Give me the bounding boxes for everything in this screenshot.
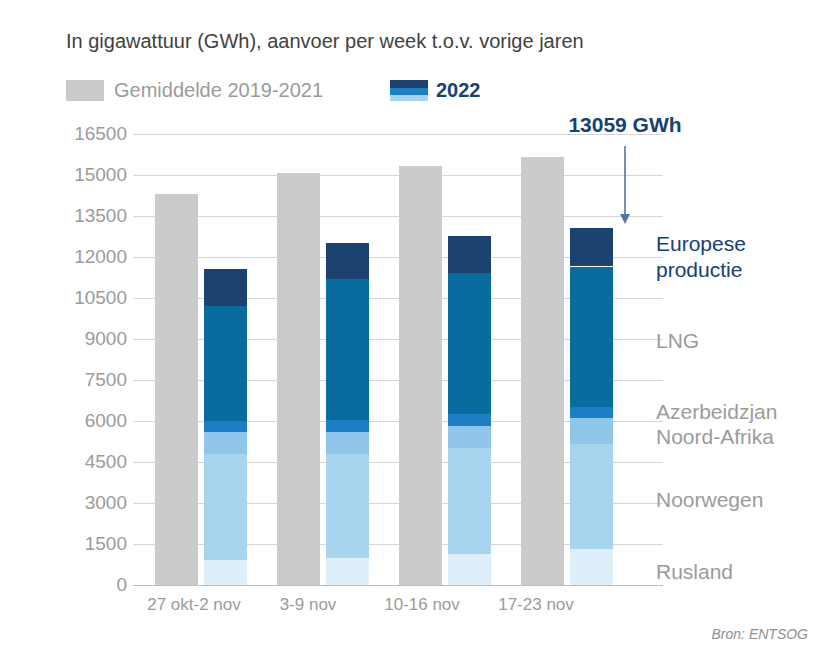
bar-2022-noord_afrika-0 — [204, 432, 247, 454]
bar-2022-europese_productie-2 — [448, 236, 491, 273]
source-credit: Bron: ENTSOG — [560, 626, 808, 642]
y-axis-tick-label: 7500 — [27, 368, 127, 392]
bar-2022-rusland-2 — [448, 554, 491, 585]
annotation-value-label: 13059 GWh — [525, 113, 725, 137]
segment-label-noorwegen: Noorwegen — [656, 487, 763, 513]
y-axis-tick-label: 0 — [27, 573, 127, 597]
y-axis-tick-label: 1500 — [27, 532, 127, 556]
bar-2022-lng-1 — [326, 279, 369, 421]
annotation-arrow-icon — [616, 146, 634, 226]
gridline-15000 — [133, 175, 663, 176]
bar-2022-lng-0 — [204, 306, 247, 421]
y-axis-tick-label: 6000 — [27, 409, 127, 433]
y-axis-tick-label: 15000 — [27, 163, 127, 187]
bar-average-1 — [277, 173, 320, 585]
bar-2022-rusland-3 — [570, 549, 613, 585]
gridline-13500 — [133, 216, 663, 217]
segment-label-noord_afrika: Noord-Afrika — [656, 424, 774, 450]
segment-label-rusland: Rusland — [656, 559, 733, 585]
bar-2022-noord_afrika-1 — [326, 432, 369, 454]
bar-2022-noord_afrika-2 — [448, 426, 491, 448]
chart-plot-area: 0 1500 3000 4500 6000 7500 9000 10500 12000 13500… — [0, 0, 830, 659]
bar-2022-lng-3 — [570, 267, 613, 407]
bar-2022-noorwegen-1 — [326, 454, 369, 559]
y-axis-tick-label: 9000 — [27, 327, 127, 351]
y-axis-tick-label: 12000 — [27, 245, 127, 269]
gridline-0 — [133, 585, 663, 586]
y-axis-tick-label: 10500 — [27, 286, 127, 310]
x-axis-tick-label: 17-23 nov — [461, 594, 611, 616]
y-axis-tick-label: 16500 — [27, 122, 127, 146]
bar-average-2 — [399, 166, 442, 586]
bar-2022-azerbeidzjan-0 — [204, 421, 247, 432]
bar-2022-noorwegen-3 — [570, 444, 613, 549]
bar-2022-azerbeidzjan-2 — [448, 414, 491, 426]
y-axis-tick-label: 4500 — [27, 450, 127, 474]
chart-page: In gigawattuur (GWh), aanvoer per week t… — [0, 0, 830, 659]
bar-2022-noorwegen-0 — [204, 454, 247, 560]
y-axis-tick-label: 13500 — [27, 204, 127, 228]
bar-2022-azerbeidzjan-1 — [326, 420, 369, 432]
bar-2022-europese_productie-1 — [326, 243, 369, 279]
bar-2022-lng-2 — [448, 273, 491, 414]
bar-2022-rusland-0 — [204, 560, 247, 585]
segment-label-azerbeidzjan: Azerbeidzjan — [656, 399, 777, 425]
bar-2022-noord_afrika-3 — [570, 418, 613, 444]
bar-2022-azerbeidzjan-3 — [570, 407, 613, 419]
bar-2022-europese_productie-0 — [204, 269, 247, 306]
y-axis-tick-label: 3000 — [27, 491, 127, 515]
bar-2022-europese_productie-3 — [570, 228, 613, 267]
segment-label-lng: LNG — [656, 328, 699, 354]
bar-2022-noorwegen-2 — [448, 448, 491, 554]
bar-2022-rusland-1 — [326, 558, 369, 585]
bar-average-3 — [521, 157, 564, 585]
segment-label-europese_productie: Europeseproductie — [656, 231, 746, 283]
bar-average-0 — [155, 194, 198, 585]
